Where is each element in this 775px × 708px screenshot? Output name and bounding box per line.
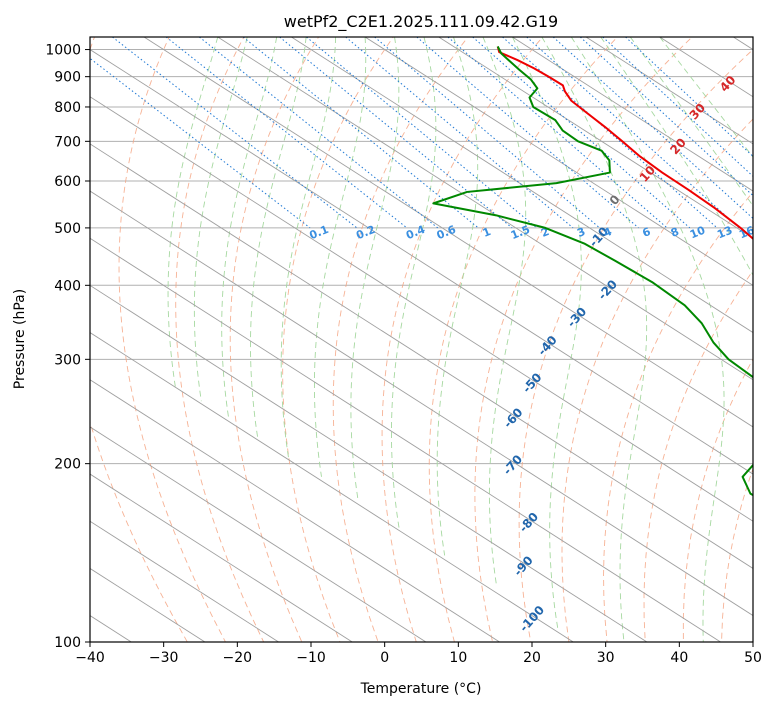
isotherms [90,37,753,642]
isotherm [90,379,501,642]
mixing-ratio-line [447,37,668,229]
isotherm [90,520,280,642]
x-axis-label: Temperature (°C) [360,681,482,697]
isotherm [290,37,753,334]
dry-adiabat [282,37,394,642]
isotherm [585,37,753,145]
y-tick-label: 800 [54,100,81,116]
mixing-ratio-label: 1 [481,225,493,240]
mixing-ratio-line [90,57,311,229]
isotherm [90,49,753,475]
mixing-ratio-line [472,37,691,229]
dry-adiabat [229,37,320,642]
x-tick-label: −30 [149,650,179,666]
dry-adiabat [332,37,469,642]
isotherm [90,284,648,642]
isotherm [90,473,354,642]
isotherm [437,37,753,239]
moist-adiabat [250,37,307,440]
mixing-ratio-line [579,37,753,197]
dry-adiabat [518,48,753,642]
moist-adiabat [541,37,648,642]
isotherm [90,96,753,522]
y-tick-label: 500 [54,221,81,237]
chart-title: wetPf2_C2E1.2025.111.09.42.G19 [284,12,558,32]
mixing-ratio-line [552,37,753,220]
isotherm [90,332,575,642]
x-tick-label: 50 [744,650,762,666]
dewpoint-profile [432,46,753,497]
y-tick-label: 200 [54,457,81,473]
dry-adiabat [118,37,227,642]
moist-adiabats [167,37,753,642]
isotherm [216,37,753,381]
x-tick-label: 20 [523,650,541,666]
x-tick-label: −10 [296,650,326,666]
plot-frame [89,36,754,643]
x-tick-label: −20 [223,650,253,666]
mixing-ratio-line [602,37,753,177]
x-tick-label: 40 [670,650,688,666]
moist-adiabat [629,37,753,207]
moist-adiabat [570,37,725,642]
y-axis-ticks: 100 200 300 400 500 600 700 800 900 1000 [45,43,90,651]
mixing-ratio-label: 13 [715,224,734,242]
moist-adiabat [511,37,582,630]
dry-adiabat [643,269,753,642]
temperature-profile [496,46,753,241]
x-tick-label: 0 [380,650,389,666]
x-axis-ticks: −40 −30 −20 −10 0 10 20 30 40 50 [75,642,762,666]
dry-adiabat [561,118,753,642]
mixing-ratio-label: 2 [539,225,551,240]
mixing-ratio-line [345,37,574,229]
moist-adiabat [436,37,479,556]
moist-adiabat [193,37,248,402]
y-tick-label: 1000 [45,43,81,59]
x-tick-label: 30 [597,650,615,666]
moist-adiabat [221,37,278,417]
isotherm [90,190,753,617]
mixing-ratio-line [199,37,439,229]
isotherm [143,37,753,428]
y-tick-label: 900 [54,70,81,86]
y-tick-label: 300 [54,352,81,368]
moist-adiabat [659,37,753,158]
moist-adiabat [280,37,337,458]
moist-adiabat [167,37,219,387]
mixing-ratio-lines [90,37,753,229]
mixing-ratio-line [306,37,538,229]
moist-adiabat [600,37,753,277]
dry-adiabat [474,37,693,642]
moist-adiabat [313,37,367,477]
y-tick-label: 400 [54,278,81,294]
mixing-ratio-line [165,37,408,229]
x-tick-label: 10 [449,650,467,666]
mixing-ratio-line [242,37,479,229]
dry-adiabats [90,37,753,642]
mixing-ratio-label: 3 [575,225,587,240]
y-tick-label: 100 [54,635,81,651]
dry-adiabat [175,37,265,642]
mixing-ratio-label: 8 [669,225,681,240]
x-tick-label: −40 [75,650,105,666]
plot-area: -100-90-80-70-60-50-40-30-20-10010203040… [90,37,753,642]
isotherm [511,37,753,192]
moist-adiabat [391,37,437,530]
y-axis-label: Pressure (hPa) [12,289,28,389]
isotherm [364,37,753,286]
y-tick-label: 600 [54,174,81,190]
isotherm [90,237,722,642]
isotherm [90,426,427,642]
isotherm [90,143,753,569]
sounding-profiles [432,46,753,497]
mixing-ratio-line [416,37,639,229]
pressure-gridlines [90,49,753,642]
mixing-ratio-line [374,37,600,229]
dry-adiabat [428,37,619,642]
mixing-ratio-label: 10 [688,223,707,241]
y-tick-label: 700 [54,134,81,150]
